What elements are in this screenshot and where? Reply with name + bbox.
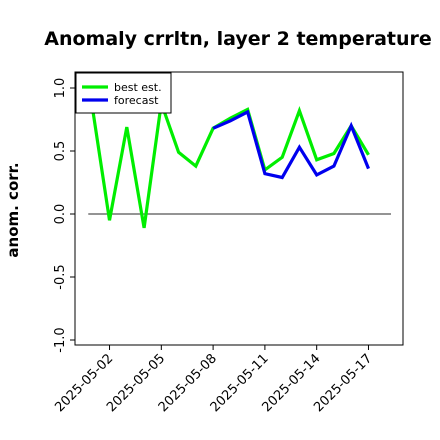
series-line-forecast — [212, 109, 370, 180]
y-tick-label: -0.5 — [53, 264, 68, 289]
legend-label: forecast — [114, 94, 159, 107]
plot-frame — [74, 71, 404, 346]
legend: best est.forecast — [75, 72, 172, 114]
y-tick-label: 0.5 — [53, 141, 68, 162]
y-tick-label: -1.0 — [53, 327, 68, 352]
chart-title: Anomaly crrltn, layer 2 temperature — [44, 28, 432, 50]
y-tick-label: 1.0 — [53, 78, 68, 99]
y-axis-label: anom. corr. — [4, 162, 22, 257]
series-line-best-est — [90, 102, 370, 229]
y-tick-label: 0.0 — [53, 204, 68, 225]
plot-area: -1.0-0.50.00.51.02025-05-022025-05-05202… — [52, 78, 391, 415]
legend-label: best est. — [114, 81, 162, 94]
legend-box — [75, 72, 172, 114]
